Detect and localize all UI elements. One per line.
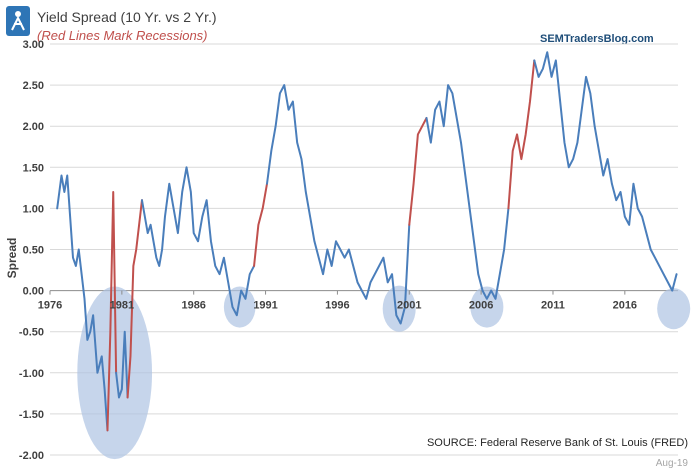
y-tick-label: 1.50 [23, 162, 44, 174]
y-tick-label: 2.50 [23, 80, 44, 92]
series-layer [56, 51, 678, 432]
y-tick-label: -1.50 [19, 409, 44, 421]
recession-segment-line [408, 116, 428, 226]
inversion-highlight-ellipse [223, 286, 256, 328]
y-tick-label: -2.00 [19, 450, 44, 462]
x-tick-label: 1981 [110, 300, 134, 312]
spread-line-segment [533, 51, 678, 292]
x-tick-label: 1996 [325, 300, 349, 312]
date-footnote: Aug-19 [656, 458, 689, 469]
x-tick-label: 2016 [613, 300, 637, 312]
recession-segment-line [106, 190, 118, 432]
inversion-highlights [77, 285, 691, 460]
x-tick-label: 1991 [253, 300, 277, 312]
y-axis-title: Spread [5, 238, 19, 279]
y-tick-label: 1.00 [23, 203, 44, 215]
x-tick-label: 2006 [469, 300, 493, 312]
y-axis-ticks: 3.00 2.50 2.00 1.50 1.00 0.50 0.00 -0.50 -1.00 -1… [19, 39, 44, 462]
source-note: SOURCE: Federal Reserve Bank of St. Loui… [427, 437, 688, 449]
brand-label: SEMTradersBlog.com [540, 33, 654, 45]
y-tick-label: -1.00 [19, 368, 44, 380]
y-tick-label: 3.00 [23, 39, 44, 51]
spread-line-segment [56, 174, 109, 432]
inversion-highlight-ellipse [77, 286, 153, 460]
spread-line-segment [425, 84, 510, 300]
logo-shield [6, 6, 30, 36]
y-tick-label: -0.50 [19, 327, 44, 339]
x-tick-label: 1986 [181, 300, 205, 312]
inversion-highlight-ellipse [657, 288, 691, 330]
inversion-highlight-ellipse [382, 285, 416, 332]
y-tick-label: 0.00 [23, 286, 44, 298]
recession-segment-line [126, 199, 143, 399]
spread-line-segment [140, 166, 256, 317]
spread-line-segment [265, 84, 411, 325]
chart-subtitle: (Red Lines Mark Recessions) [37, 28, 208, 43]
recession-segment-line [507, 59, 536, 210]
logo-figure-head [15, 11, 21, 17]
x-axis-ticks: 1976 1981 1986 1991 1996 2001 2006 2011 2016 [38, 290, 637, 312]
x-tick-label: 1976 [38, 300, 62, 312]
spread-line-segment [115, 330, 129, 399]
logo-figure-body [11, 15, 25, 31]
logo [6, 6, 30, 36]
gridlines [50, 43, 678, 456]
x-tick-label: 2011 [541, 300, 565, 312]
y-tick-label: 2.00 [23, 121, 44, 133]
x-tick-label: 2001 [397, 300, 421, 312]
y-tick-label: 0.50 [23, 245, 44, 257]
chart-title: Yield Spread (10 Yr. vs 2 Yr.) [37, 9, 217, 25]
recession-segment-line [253, 182, 268, 267]
